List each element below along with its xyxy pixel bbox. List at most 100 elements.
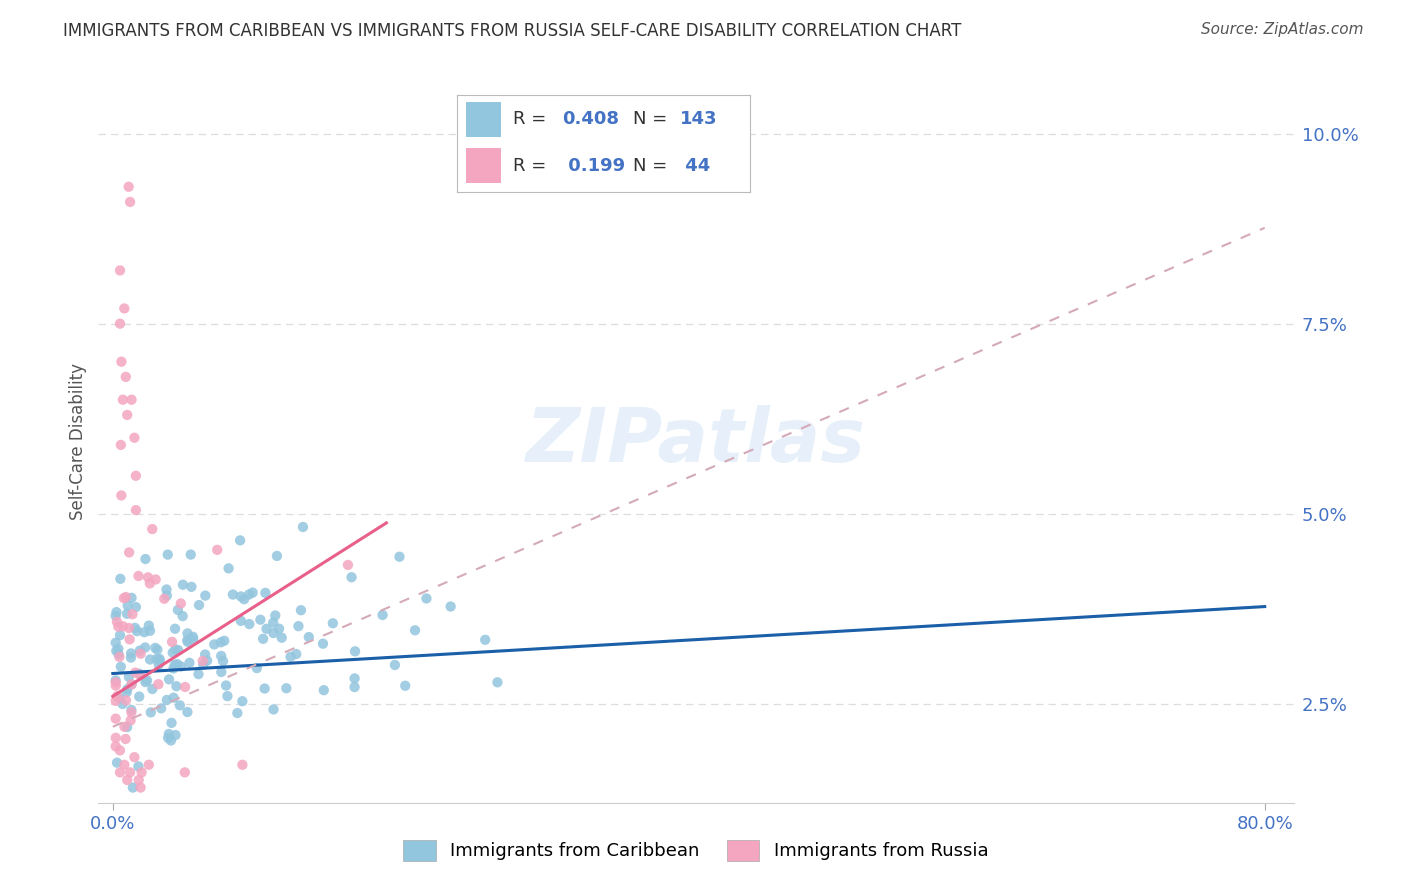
Point	[112, 720, 135, 734]
Point	[110, 659, 132, 673]
Point	[108, 263, 131, 277]
Point	[233, 592, 256, 607]
Point	[163, 622, 186, 636]
Legend: Immigrants from Caribbean, Immigrants from Russia: Immigrants from Caribbean, Immigrants fr…	[396, 832, 995, 868]
Point	[104, 675, 127, 690]
Point	[118, 179, 141, 194]
Point	[128, 772, 150, 787]
Point	[157, 731, 180, 745]
Point	[107, 619, 129, 633]
Point	[115, 408, 138, 422]
Point	[112, 591, 135, 606]
Point	[141, 681, 163, 696]
Point	[120, 650, 142, 665]
Point	[384, 657, 406, 672]
Point	[231, 757, 253, 772]
Point	[115, 772, 138, 787]
Point	[115, 685, 138, 699]
Point	[322, 616, 344, 631]
Point	[112, 301, 135, 316]
Point	[148, 652, 170, 666]
Point	[127, 569, 149, 583]
Point	[181, 630, 204, 644]
Point	[254, 586, 277, 600]
Point	[149, 654, 172, 668]
Point	[174, 680, 197, 694]
Point	[253, 681, 276, 696]
Point	[124, 750, 146, 764]
Point	[181, 632, 204, 647]
Point	[344, 644, 367, 658]
Point	[139, 576, 162, 591]
Point	[127, 759, 149, 773]
Point	[120, 647, 142, 661]
Point	[104, 739, 127, 754]
Point	[104, 635, 127, 649]
Point	[440, 599, 463, 614]
Point	[121, 607, 143, 622]
Point	[249, 613, 271, 627]
Point	[160, 733, 183, 747]
Point	[167, 643, 190, 657]
Point	[163, 658, 186, 673]
Point	[291, 520, 314, 534]
Point	[285, 647, 308, 661]
Point	[121, 677, 143, 691]
Point	[156, 548, 179, 562]
Point	[128, 666, 150, 681]
Point	[136, 673, 159, 688]
Point	[173, 765, 195, 780]
Point	[129, 668, 152, 682]
Point	[138, 757, 160, 772]
Point	[263, 702, 285, 716]
Point	[280, 649, 302, 664]
Point	[146, 642, 169, 657]
Point	[114, 731, 136, 746]
Point	[264, 608, 287, 623]
Point	[124, 665, 146, 680]
Point	[169, 698, 191, 713]
Point	[105, 605, 128, 619]
Point	[125, 624, 148, 639]
Point	[138, 618, 160, 632]
Point	[486, 675, 509, 690]
Point	[222, 588, 245, 602]
Point	[112, 757, 135, 772]
Text: ZIPatlas: ZIPatlas	[526, 405, 866, 478]
Point	[110, 438, 132, 452]
Point	[290, 603, 312, 617]
Text: IMMIGRANTS FROM CARIBBEAN VS IMMIGRANTS FROM RUSSIA SELF-CARE DISABILITY CORRELA: IMMIGRANTS FROM CARIBBEAN VS IMMIGRANTS …	[63, 22, 962, 40]
Point	[188, 598, 211, 612]
Point	[115, 590, 138, 604]
Point	[155, 582, 177, 597]
Text: Source: ZipAtlas.com: Source: ZipAtlas.com	[1201, 22, 1364, 37]
Point	[194, 648, 217, 662]
Point	[298, 630, 321, 644]
Point	[262, 626, 284, 640]
Point	[180, 548, 202, 562]
Point	[120, 194, 142, 209]
Point	[118, 545, 141, 559]
Point	[226, 706, 249, 720]
Point	[176, 633, 198, 648]
Point	[118, 632, 141, 647]
Point	[107, 641, 129, 656]
Point	[131, 765, 153, 780]
Point	[266, 549, 288, 563]
Point	[180, 580, 202, 594]
Point	[165, 728, 187, 742]
Point	[125, 503, 148, 517]
Point	[108, 649, 131, 664]
Point	[115, 607, 138, 621]
Point	[124, 621, 146, 635]
Point	[128, 643, 150, 657]
Point	[104, 608, 127, 623]
Point	[145, 652, 167, 666]
Point	[336, 558, 359, 572]
Point	[121, 392, 143, 407]
Point	[105, 689, 128, 703]
Point	[267, 622, 290, 636]
Point	[148, 677, 170, 691]
Point	[176, 626, 198, 640]
Point	[120, 706, 142, 720]
